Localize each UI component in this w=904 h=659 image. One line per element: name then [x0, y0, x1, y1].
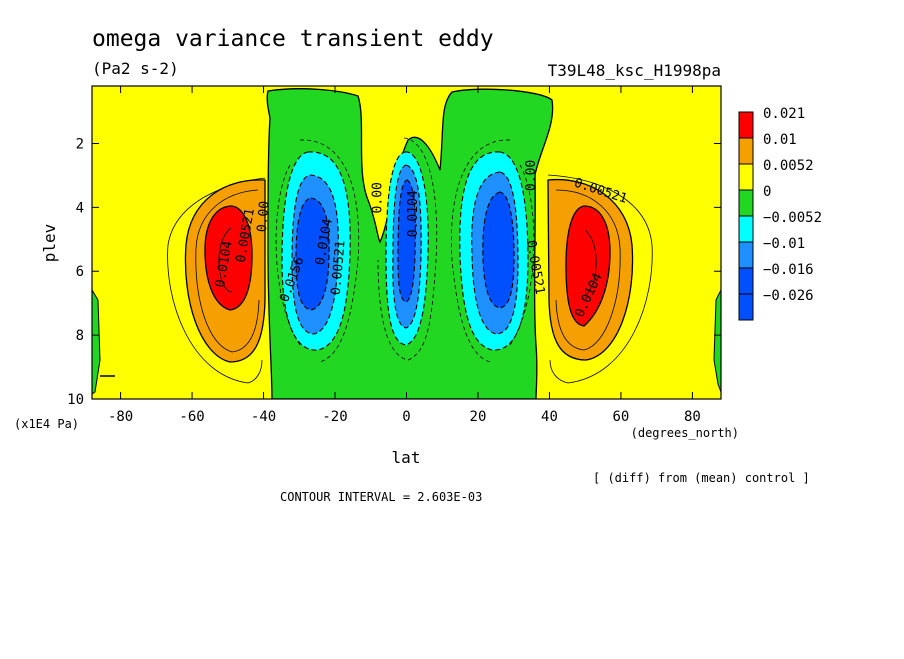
legend-level-label: −0.016 [763, 262, 814, 278]
legend-swatch [738, 189, 754, 217]
x-tick-label: 80 [684, 409, 701, 425]
y-tick-label: 8 [76, 328, 84, 344]
legend-swatch [738, 137, 754, 165]
negative-cell-south-outer [299, 139, 360, 363]
outer-contour-south [167, 177, 266, 384]
legend: 0.021 0.01 0.0052 0 −0.0052 −0.01 −0.016 −0.026 [738, 106, 822, 321]
x-tick-label: 60 [613, 409, 630, 425]
x-axis-label: lat [392, 448, 421, 467]
diff-note: [ (diff) from (mean) control ] [593, 471, 810, 485]
negative-cell-north-line [509, 164, 535, 346]
legend-level-label: −0.026 [763, 288, 814, 304]
positive-core-south-line [218, 227, 233, 293]
x-tick-label: -40 [251, 409, 276, 425]
y-tick-label: 4 [76, 200, 84, 216]
chart-title: omega variance transient eddy [92, 26, 494, 52]
chart-units: (Pa2 s-2) [92, 59, 179, 78]
legend-swatch [738, 215, 754, 243]
x-tick-label: -80 [108, 409, 133, 425]
edge-green-right [713, 289, 721, 393]
y-axis-ticks: 2 4 6 8 10 [67, 136, 721, 408]
positive-field-north-line [555, 189, 621, 351]
y-tick-label: 2 [76, 136, 84, 152]
positive-field-south-line [195, 189, 260, 353]
legend-level-label: 0.0052 [763, 158, 814, 174]
y-axis-label: plev [40, 224, 59, 263]
legend-level-label: 0.01 [763, 132, 797, 148]
positive-core-north-line [582, 229, 597, 297]
negative-cell-tropic-core [397, 179, 416, 303]
x-tick-label: 0 [402, 409, 410, 425]
contour-label: 0.00 [524, 160, 539, 191]
contour-label: 0.00 [255, 200, 273, 233]
x-tick-label: -60 [179, 409, 204, 425]
y-tick-label: 10 [67, 392, 84, 408]
run-label: T39L48_ksc_H1998pa [548, 61, 721, 80]
plot-area: 0.01040.005210.000.01560.01040.005210.00… [92, 86, 721, 399]
legend-swatch [738, 293, 754, 321]
legend-swatch [738, 267, 754, 295]
positive-field-south-red [204, 205, 253, 311]
y-axis-unit: (x1E4 Pa) [14, 417, 79, 431]
contour-interval: CONTOUR INTERVAL = 2.603E-03 [280, 490, 482, 504]
legend-level-label: 0 [763, 184, 771, 200]
negative-cell-south-core [295, 197, 330, 311]
x-axis-unit: (degrees_north) [631, 426, 739, 440]
contour-label: 0.00521 [329, 240, 349, 296]
legend-swatch [738, 241, 754, 269]
outer-contour-north [547, 174, 653, 384]
negative-cell-north-core [482, 191, 515, 309]
positive-field-north-red [565, 205, 611, 327]
negative-cell-north-outer [451, 139, 511, 363]
negative-cell-south-line [275, 164, 301, 346]
legend-level-label: 0.021 [763, 106, 805, 122]
contour-label: 0.00 [370, 182, 385, 213]
legend-level-label: −0.0052 [763, 210, 822, 226]
x-axis-ticks: -80 -60 -40 -20 0 20 40 60 80 [108, 86, 701, 425]
contour-label: 0.0104 [406, 190, 421, 237]
legend-swatch [738, 111, 754, 139]
x-tick-label: 40 [541, 409, 558, 425]
legend-swatch [738, 163, 754, 191]
edge-green-left [92, 289, 101, 395]
x-tick-label: 20 [470, 409, 487, 425]
y-tick-label: 6 [76, 264, 84, 280]
x-tick-label: -20 [322, 409, 347, 425]
legend-level-label: −0.01 [763, 236, 805, 252]
